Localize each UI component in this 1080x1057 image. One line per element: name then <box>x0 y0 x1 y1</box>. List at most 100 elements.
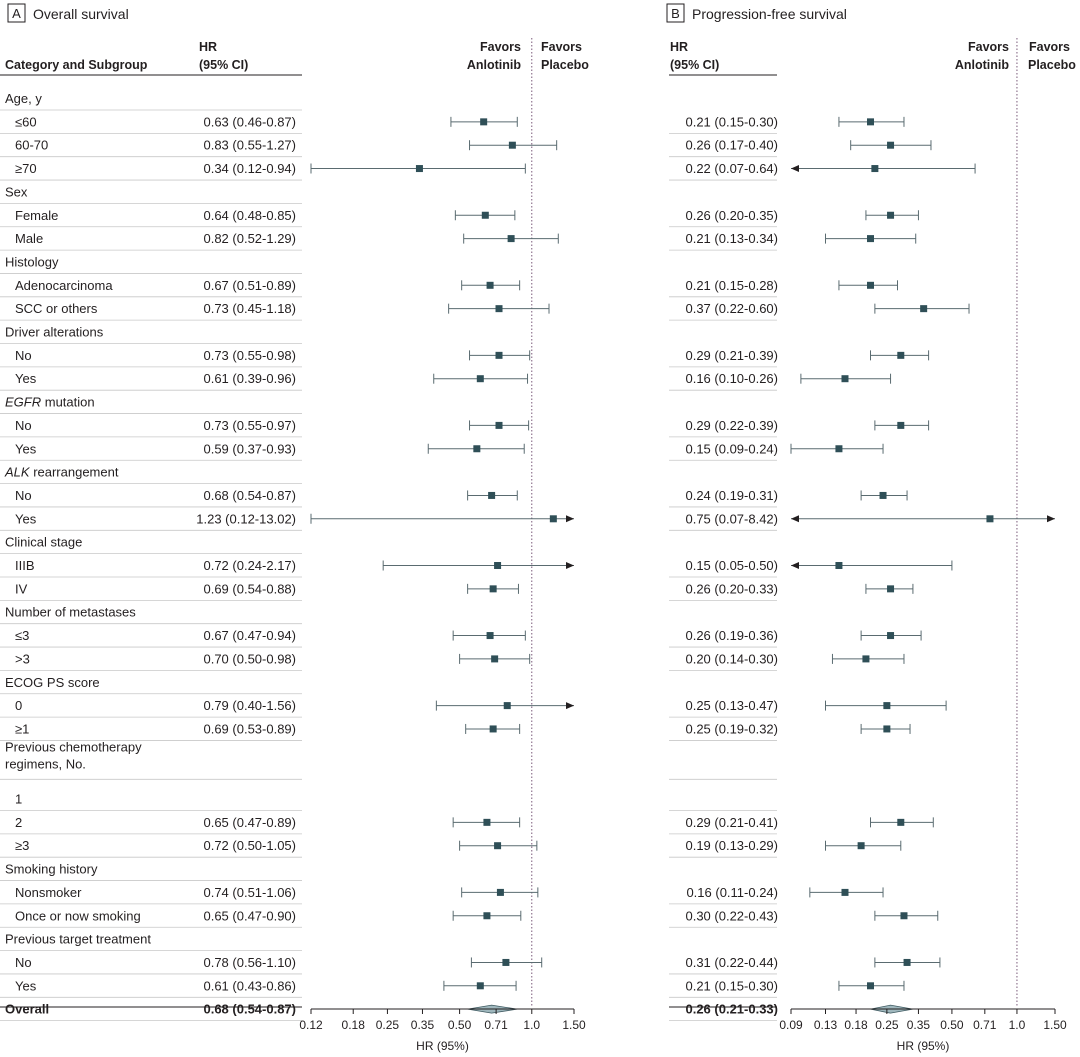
hr-value: 0.15 (0.09-0.24) <box>685 441 778 456</box>
hr-value: 0.69 (0.53-0.89) <box>203 721 296 736</box>
category-label-suffix: mutation <box>41 395 94 410</box>
hr-value: 0.15 (0.05-0.50) <box>685 558 778 573</box>
hr-value: 0.59 (0.37-0.93) <box>203 441 296 456</box>
x-tick-label: 1.0 <box>1009 1018 1026 1032</box>
hr-value: 0.69 (0.54-0.88) <box>203 581 296 596</box>
x-tick-label: 0.71 <box>484 1018 508 1032</box>
category-label: Sex <box>5 184 28 199</box>
x-axis-label: HR (95%) <box>416 1039 469 1053</box>
subgroup-label: SCC or others <box>15 301 98 316</box>
hr-point-marker <box>900 912 908 920</box>
hr-point-marker <box>883 725 891 733</box>
hr-value: 0.25 (0.19-0.32) <box>685 721 778 736</box>
hr-value: 0.72 (0.24-2.17) <box>203 558 296 573</box>
hr-point-marker <box>415 165 423 173</box>
hr-point-marker <box>502 958 510 966</box>
hr-point-marker <box>867 235 875 243</box>
hr-point-marker <box>897 351 905 359</box>
hr-value: 0.65 (0.47-0.89) <box>203 815 296 830</box>
hr-point-marker <box>887 585 895 593</box>
hr-value: 0.21 (0.15-0.30) <box>685 114 778 129</box>
hr-value: 0.67 (0.47-0.94) <box>203 628 296 643</box>
hr-point-marker <box>486 281 494 289</box>
hr-point-marker <box>481 211 489 219</box>
hr-value: 0.29 (0.21-0.39) <box>685 348 778 363</box>
hr-point-marker <box>488 491 496 499</box>
hr-value: 0.61 (0.39-0.96) <box>203 371 296 386</box>
category-label: Histology <box>5 254 59 269</box>
hr-point-marker <box>871 165 879 173</box>
hr-value: 0.21 (0.15-0.30) <box>685 978 778 993</box>
x-tick-label: 0.35 <box>411 1018 435 1032</box>
hr-point-marker <box>903 958 911 966</box>
ci-arrow-left <box>791 515 799 523</box>
category-label: Previous target treatment <box>5 932 151 947</box>
x-tick-label: 0.25 <box>376 1018 400 1032</box>
hr-value: 0.65 (0.47-0.90) <box>203 908 296 923</box>
subgroup-label: Once or now smoking <box>15 908 141 923</box>
hr-point-marker <box>887 632 895 640</box>
hr-value: 0.72 (0.50-1.05) <box>203 838 296 853</box>
hr-point-marker <box>495 305 503 313</box>
hr-value: 0.64 (0.48-0.85) <box>203 208 296 223</box>
hr-value: 0.26 (0.20-0.35) <box>685 208 778 223</box>
hr-point-marker <box>835 562 843 569</box>
hr-value: 0.37 (0.22-0.60) <box>685 301 778 316</box>
subgroup-label: ≤60 <box>15 114 37 129</box>
subgroup-label: ≥70 <box>15 161 37 176</box>
hr-point-marker <box>494 562 502 569</box>
x-tick-label: 0.18 <box>342 1018 366 1032</box>
favors-placebo-label: Placebo <box>1028 58 1076 72</box>
x-axis-label: HR (95%) <box>897 1039 950 1053</box>
panel-title: Progression-free survival <box>692 6 847 22</box>
hr-value: 0.26 (0.19-0.36) <box>685 628 778 643</box>
hr-value: 0.16 (0.10-0.26) <box>685 371 778 386</box>
hr-point-marker <box>897 421 905 429</box>
hr-point-marker <box>495 351 503 359</box>
x-tick-label: 0.18 <box>844 1018 868 1032</box>
hr-point-marker <box>835 445 843 453</box>
x-tick-label: 0.12 <box>299 1018 323 1032</box>
hr-value: 0.31 (0.22-0.44) <box>685 955 778 970</box>
hr-point-marker <box>489 585 497 593</box>
category-label-italic: ALK <box>4 465 31 480</box>
column-header-category: Category and Subgroup <box>5 58 148 72</box>
category-label-suffix: rearrangement <box>30 465 119 480</box>
subgroup-label: 0 <box>15 698 22 713</box>
ci-arrow-left <box>791 562 799 569</box>
hr-point-marker <box>986 515 994 523</box>
category-label: Clinical stage <box>5 535 82 550</box>
hr-point-marker <box>897 818 905 826</box>
subgroup-label: IV <box>15 581 28 596</box>
category-label: Driver alterations <box>5 325 104 340</box>
hr-point-marker <box>841 888 849 896</box>
hr-value: 0.25 (0.13-0.47) <box>685 698 778 713</box>
hr-value: 0.73 (0.55-0.98) <box>203 348 296 363</box>
hr-value: 1.23 (0.12-13.02) <box>196 511 296 526</box>
hr-value: 0.73 (0.55-0.97) <box>203 418 296 433</box>
ci-arrow-right <box>566 562 574 569</box>
subgroup-label: >3 <box>15 651 30 666</box>
hr-value: 0.83 (0.55-1.27) <box>203 138 296 153</box>
hr-value: 0.19 (0.13-0.29) <box>685 838 778 853</box>
hr-value: 0.21 (0.13-0.34) <box>685 231 778 246</box>
category-label: EGFR mutation <box>5 395 95 410</box>
hr-point-marker <box>867 982 875 990</box>
category-label: Age, y <box>5 91 42 106</box>
favors-anlotinib-label: Favors <box>480 40 521 54</box>
subgroup-label: IIIB <box>15 558 35 573</box>
hr-point-marker <box>494 842 502 850</box>
hr-point-marker <box>483 818 491 826</box>
hr-value: 0.34 (0.12-0.94) <box>203 161 296 176</box>
subgroup-label: 2 <box>15 815 22 830</box>
hr-point-marker <box>491 655 499 663</box>
subgroup-label: Female <box>15 208 58 223</box>
ci-arrow-right <box>1047 515 1055 523</box>
overall-hr-value: 0.26 (0.21-0.33) <box>685 1002 778 1017</box>
favors-anlotinib-label: Anlotinib <box>955 58 1010 72</box>
hr-value: 0.26 (0.20-0.33) <box>685 581 778 596</box>
hr-value: 0.78 (0.56-1.10) <box>203 955 296 970</box>
column-header-hr: HR <box>670 40 688 54</box>
subgroup-label: Male <box>15 231 43 246</box>
subgroup-label: 1 <box>15 792 22 807</box>
